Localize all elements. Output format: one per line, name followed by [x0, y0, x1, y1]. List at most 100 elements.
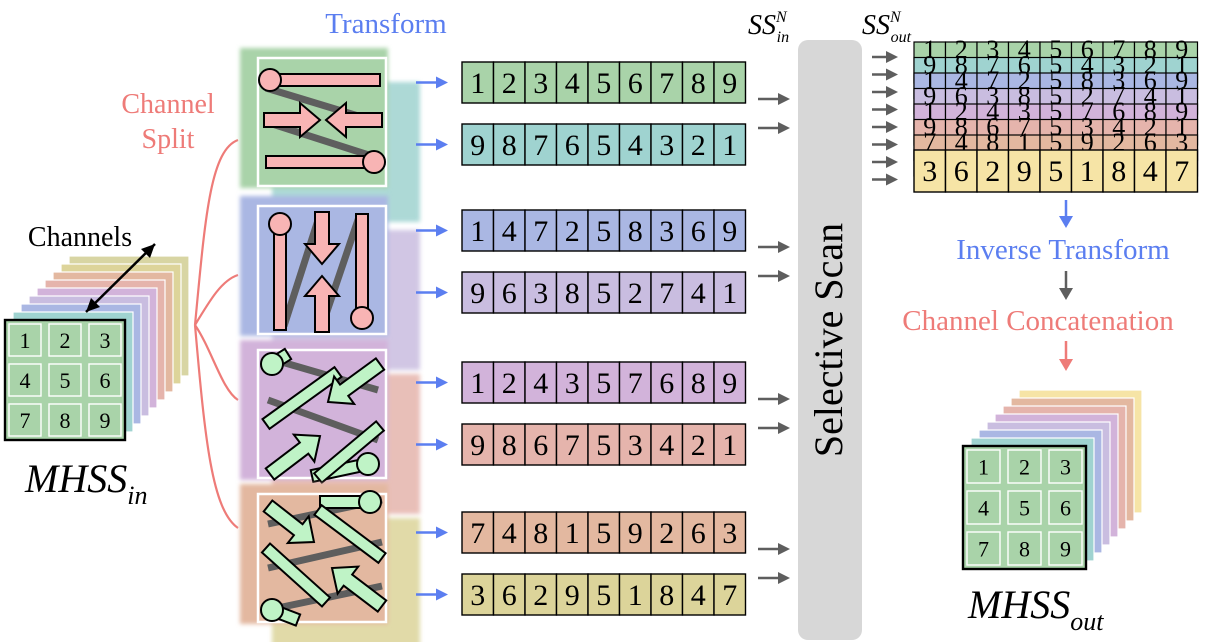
output-sequence-layer-value: 6 [1081, 35, 1094, 64]
sequence-cell-value: 7 [659, 277, 674, 310]
sequence-cell-value: 6 [691, 215, 706, 248]
sequence-cell [461, 423, 495, 466]
output-sequence-layer-value: 8 [1018, 82, 1031, 111]
output-stack-cell-value: 6 [1060, 496, 1071, 521]
sequence-cell-value: 2 [691, 129, 706, 162]
sequence-cell-value: 1 [628, 579, 643, 612]
output-sequence-layer-value: 7 [986, 66, 999, 95]
sequence-cell-value: 6 [565, 129, 580, 162]
output-sequence-top-value: 2 [985, 155, 1000, 188]
scan-output-arrowhead [886, 138, 898, 151]
output-sequence-layer-value: 6 [955, 82, 968, 111]
sequence-cell-value: 7 [470, 517, 485, 550]
output-sequence-layer-value: 7 [1112, 35, 1125, 64]
scan-direction-arrow [330, 565, 388, 613]
sequence-cell-value: 8 [691, 67, 706, 100]
input-stack-front-grid [3, 318, 127, 442]
sequence-cell [650, 61, 684, 104]
sequence-cell-value: 3 [533, 277, 548, 310]
sequence-cell [492, 361, 526, 404]
channels-label: Channels [28, 222, 132, 253]
sequence-cell-value: 1 [470, 215, 485, 248]
output-sequence-layer-value: 4 [1018, 35, 1031, 64]
sequence-cell-value: 1 [565, 517, 580, 550]
sequence-cell-value: 3 [470, 579, 485, 612]
output-stack-front-grid [961, 444, 1088, 571]
sequence-cell [713, 361, 747, 404]
sequence-cell-value: 8 [565, 277, 580, 310]
input-stack-cell-value: 2 [60, 328, 71, 353]
sequence-cell-value: 1 [470, 67, 485, 100]
scan-input-arrowhead [778, 422, 790, 434]
output-stack-cell-value: 9 [1060, 537, 1071, 562]
sequence-cell-value: 9 [722, 67, 737, 100]
sequence-cell-value: 4 [691, 579, 706, 612]
sequence-cell-value: 8 [628, 215, 643, 248]
sequence-cell [461, 61, 495, 104]
ss-in-label: SSN in [748, 9, 789, 46]
output-stack-cell-border [1007, 449, 1042, 484]
sequence-cell [681, 61, 715, 104]
channels-arrowhead-top [141, 244, 155, 258]
channel-split-label-line1: Channel [121, 89, 215, 120]
sequence-cell-value: 2 [659, 517, 674, 550]
scan-direction-arrow [302, 274, 342, 333]
sequence-cell-value: 6 [533, 429, 548, 462]
scan-path-bar [265, 155, 375, 169]
sequence-cell-value: 6 [628, 67, 643, 100]
output-stack-cell-value: 4 [978, 496, 989, 521]
output-sequence-top-cell [1165, 149, 1199, 193]
output-sequence-layer-value: 8 [955, 113, 968, 142]
sequence-cell-value: 3 [659, 215, 674, 248]
scan-direction-arrow [263, 100, 322, 140]
sequence-cell [618, 271, 652, 314]
output-stack-cell-border [966, 490, 1001, 525]
transform-output-arrowhead [436, 376, 448, 389]
sequence-cell-value: 9 [722, 215, 737, 248]
sequence-cell [524, 209, 558, 252]
sequence-cell-value: 2 [502, 67, 517, 100]
output-sequence-layer-value: 5 [1049, 82, 1062, 111]
sequence-cell [492, 423, 526, 466]
scan-input-arrowhead [778, 270, 790, 282]
output-stack-cell-border [1007, 531, 1042, 566]
output-sequence-layer-value: 1 [923, 66, 936, 95]
sequence-cell [461, 123, 495, 166]
output-stack-cell-value: 7 [978, 537, 989, 562]
output-sequence-layer-value: 9 [1175, 35, 1188, 64]
sequence-cell [713, 123, 747, 166]
scan-direction-arrow [302, 211, 342, 266]
scan-start-dot [258, 68, 282, 92]
input-stack-cell-value: 9 [100, 408, 111, 433]
scan-end-dot [362, 150, 386, 174]
sequence-cell-value: 4 [533, 367, 548, 400]
sequence-cell-value: 3 [565, 367, 580, 400]
output-stack-cell-value: 5 [1019, 496, 1030, 521]
sequence-cell [461, 361, 495, 404]
transform-panels [240, 48, 420, 642]
sequence-cell-value: 5 [596, 367, 611, 400]
output-stack-cell-border [966, 449, 1001, 484]
mhss-in-label: MHSSin [24, 456, 147, 510]
sequence-cell-value: 5 [596, 517, 611, 550]
sequence-cell [681, 361, 715, 404]
output-sequence-layer-value: 8 [1081, 66, 1094, 95]
sequence-cell [713, 511, 747, 554]
sequence-cell-value: 7 [533, 129, 548, 162]
sequence-cell-value: 4 [502, 517, 517, 550]
input-stack-cell-border [48, 403, 82, 437]
channel-split-label-line2: Split [142, 124, 195, 155]
output-stack-cell-value: 3 [1060, 455, 1071, 480]
scan-sequences: 1 2 3 4 5 6 7 8 99 8 7 6 5 4 3 2 11 4 7 2 5 8 3 6 99 6 3 8 5 2 7 4 11 2 4 3… [416, 61, 790, 616]
channels-arrowhead-bottom [86, 298, 100, 312]
sequence-cell [524, 511, 558, 554]
sequence-cell-value: 5 [596, 277, 611, 310]
output-sequence-layer-value: 6 [986, 113, 999, 142]
panel-frame [256, 204, 388, 336]
transform-panel-4 [240, 484, 420, 642]
